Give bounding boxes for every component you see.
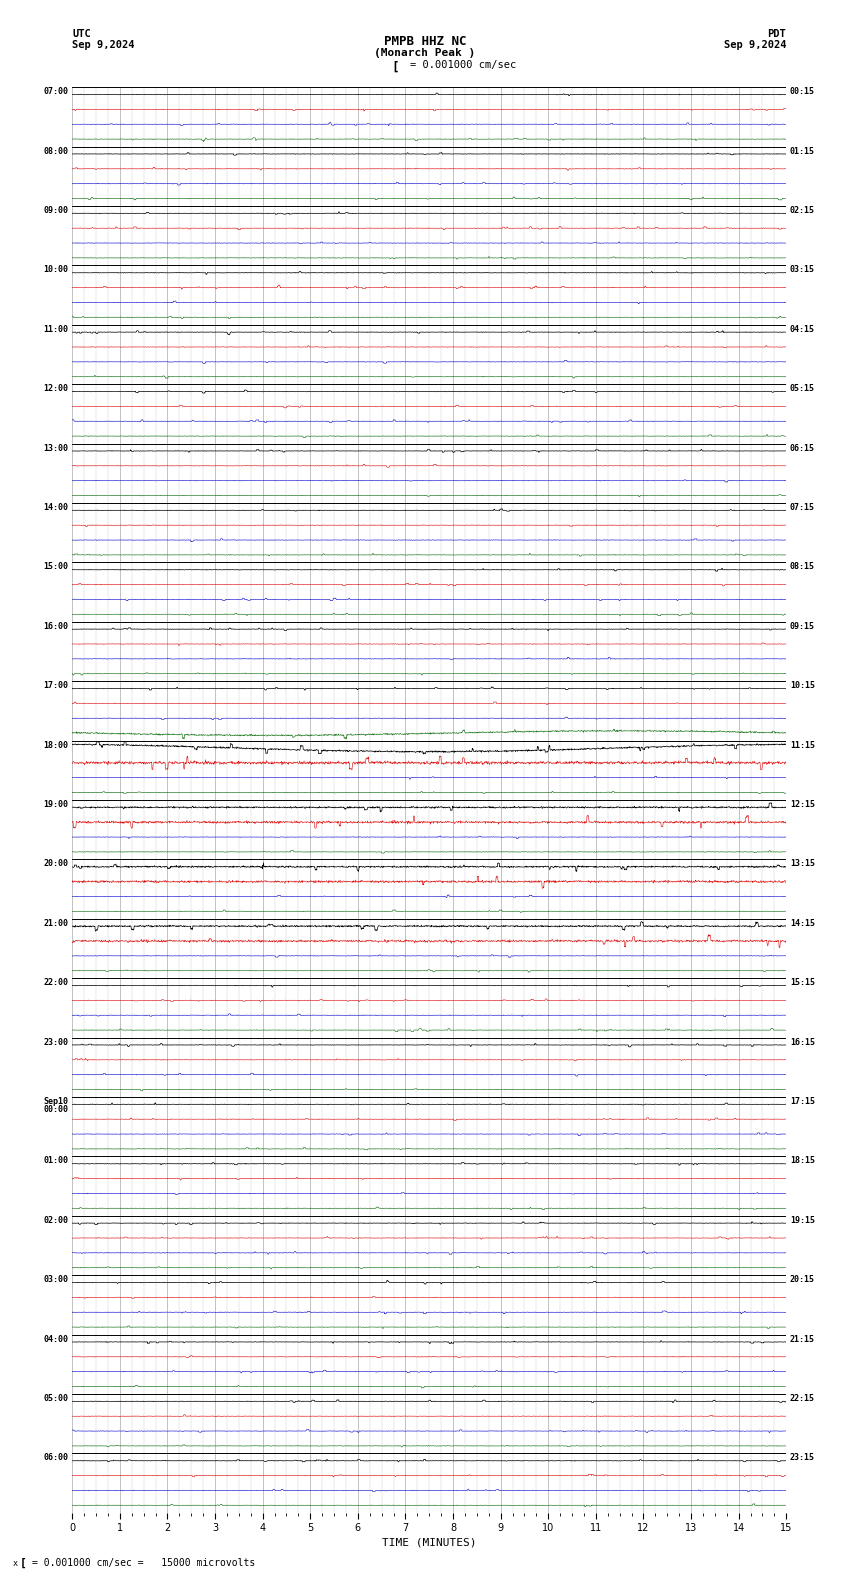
Text: UTC: UTC [72, 29, 91, 38]
Text: 13:00: 13:00 [43, 444, 69, 453]
Text: 01:15: 01:15 [790, 146, 815, 155]
Text: 22:15: 22:15 [790, 1394, 815, 1403]
Text: 05:00: 05:00 [43, 1394, 69, 1403]
Text: 03:15: 03:15 [790, 265, 815, 274]
Text: PDT: PDT [768, 29, 786, 38]
Text: x: x [13, 1559, 18, 1568]
Text: 17:00: 17:00 [43, 681, 69, 691]
Text: (Monarch Peak ): (Monarch Peak ) [374, 48, 476, 57]
Text: 15:15: 15:15 [790, 979, 815, 987]
Text: = 0.001000 cm/sec =   15000 microvolts: = 0.001000 cm/sec = 15000 microvolts [32, 1559, 256, 1568]
Text: 14:15: 14:15 [790, 919, 815, 928]
Text: 08:15: 08:15 [790, 562, 815, 572]
Text: = 0.001000 cm/sec: = 0.001000 cm/sec [410, 60, 516, 70]
Text: 16:00: 16:00 [43, 621, 69, 630]
Text: 13:15: 13:15 [790, 859, 815, 868]
Text: 18:15: 18:15 [790, 1156, 815, 1166]
Text: 21:15: 21:15 [790, 1334, 815, 1343]
Text: 19:00: 19:00 [43, 800, 69, 809]
Text: 11:15: 11:15 [790, 741, 815, 749]
Text: 23:15: 23:15 [790, 1454, 815, 1462]
Text: 07:15: 07:15 [790, 504, 815, 512]
Text: 01:00: 01:00 [43, 1156, 69, 1166]
Text: 04:15: 04:15 [790, 325, 815, 334]
Text: Sep 9,2024: Sep 9,2024 [723, 40, 786, 49]
Text: 21:00: 21:00 [43, 919, 69, 928]
Text: 11:00: 11:00 [43, 325, 69, 334]
Text: Sep10
00:00: Sep10 00:00 [43, 1096, 69, 1114]
Text: 09:15: 09:15 [790, 621, 815, 630]
Text: 12:15: 12:15 [790, 800, 815, 809]
Text: PMPB HHZ NC: PMPB HHZ NC [383, 35, 467, 48]
Text: 08:00: 08:00 [43, 146, 69, 155]
Text: 06:00: 06:00 [43, 1454, 69, 1462]
Text: 18:00: 18:00 [43, 741, 69, 749]
Text: 05:15: 05:15 [790, 385, 815, 393]
Text: 20:00: 20:00 [43, 859, 69, 868]
Text: 19:15: 19:15 [790, 1217, 815, 1224]
Text: 20:15: 20:15 [790, 1275, 815, 1285]
Text: 00:15: 00:15 [790, 87, 815, 97]
Text: 10:15: 10:15 [790, 681, 815, 691]
Text: 04:00: 04:00 [43, 1334, 69, 1343]
Text: 03:00: 03:00 [43, 1275, 69, 1285]
X-axis label: TIME (MINUTES): TIME (MINUTES) [382, 1538, 477, 1548]
Text: 15:00: 15:00 [43, 562, 69, 572]
Text: 12:00: 12:00 [43, 385, 69, 393]
Text: 23:00: 23:00 [43, 1038, 69, 1047]
Text: 16:15: 16:15 [790, 1038, 815, 1047]
Text: 06:15: 06:15 [790, 444, 815, 453]
Text: 02:15: 02:15 [790, 206, 815, 215]
Text: 10:00: 10:00 [43, 265, 69, 274]
Text: 02:00: 02:00 [43, 1217, 69, 1224]
Text: 09:00: 09:00 [43, 206, 69, 215]
Text: [: [ [20, 1559, 26, 1568]
Text: [: [ [392, 60, 399, 73]
Text: 07:00: 07:00 [43, 87, 69, 97]
Text: 17:15: 17:15 [790, 1096, 815, 1106]
Text: Sep 9,2024: Sep 9,2024 [72, 40, 135, 49]
Text: 14:00: 14:00 [43, 504, 69, 512]
Text: 22:00: 22:00 [43, 979, 69, 987]
